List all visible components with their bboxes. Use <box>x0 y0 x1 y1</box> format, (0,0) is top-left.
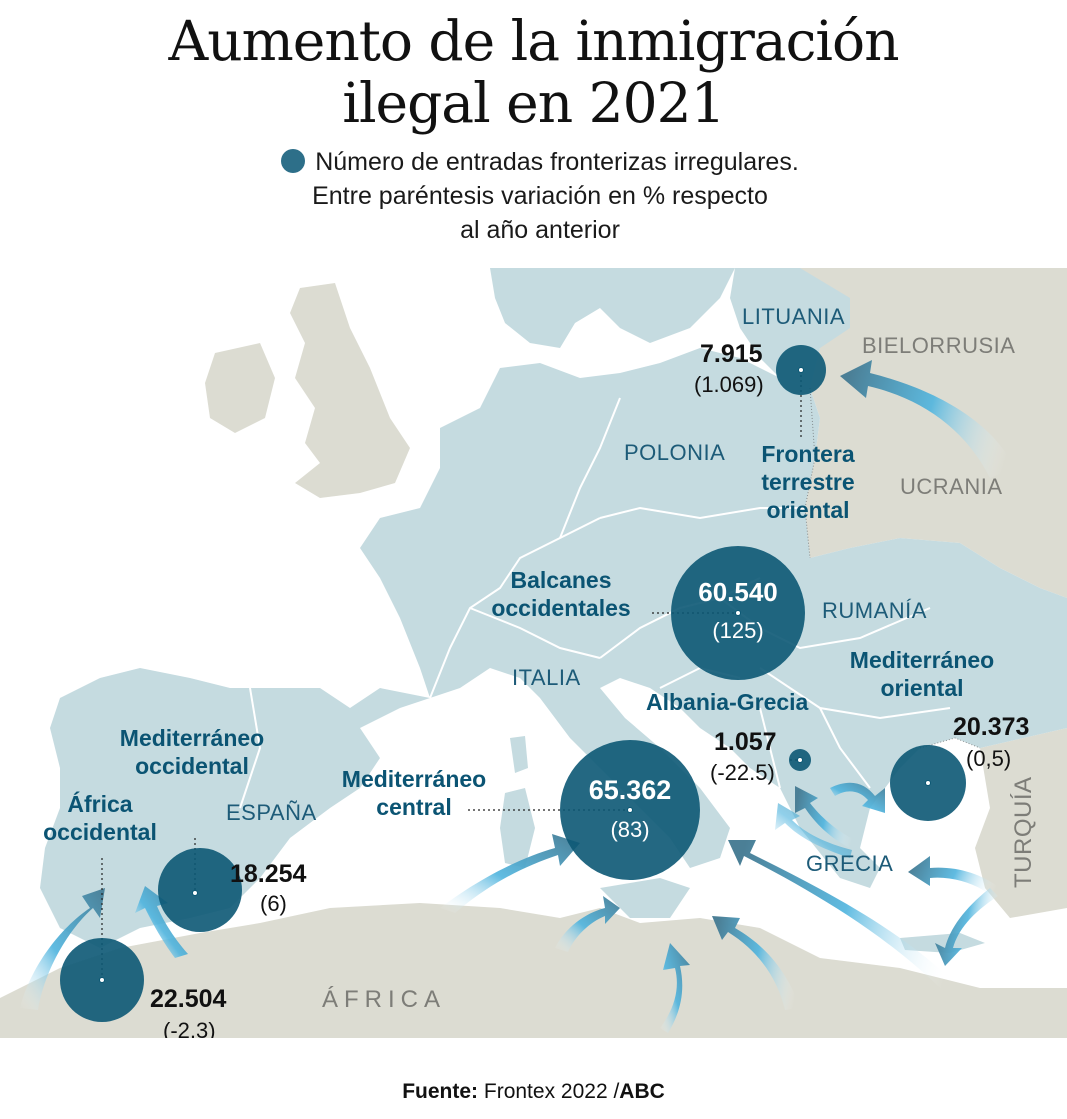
arrow-turkey-greece-2 <box>935 888 998 966</box>
country-label-grecia: GRECIA <box>806 851 894 876</box>
route-name-frontera-terrestre-oriental: Frontera terrestre oriental <box>761 441 855 523</box>
legend-line-1: Número de entradas fronterizas irregular… <box>315 148 799 176</box>
arrow-med-central-1 <box>440 834 580 913</box>
land-sardinia <box>500 788 535 868</box>
arrows <box>20 360 1015 1033</box>
source-footer: Fuente: Frontex 2022 /ABC <box>0 1080 1067 1104</box>
page-title: Aumento de la inmigración ilegal en 2021 <box>0 10 1067 134</box>
source-brand: ABC <box>619 1080 665 1103</box>
arrow-greece-turkey <box>830 782 885 813</box>
arrow-med-central-4 <box>712 916 800 1010</box>
country-label-polonia: POLONIA <box>624 440 726 465</box>
arrow-africa-west <box>20 888 105 1010</box>
route-name-albania-grecia: Albania-Grecia <box>646 689 809 715</box>
land-britain <box>290 283 410 498</box>
circle-centers <box>99 367 931 983</box>
route-name-mediterraneo-central: Mediterráneo central <box>341 766 487 820</box>
change-mediterraneo-central: (83) <box>610 817 650 842</box>
country-label-turquia: TURQUÍA <box>1010 776 1037 889</box>
legend-circle-icon <box>281 149 306 173</box>
source-text: Frontex 2022 / <box>483 1080 620 1103</box>
arrow-med-west <box>135 886 188 958</box>
value-frontera-terrestre-oriental: 7.915 <box>700 340 763 368</box>
map: LITUANIA BIELORRUSIA POLONIA UCRANIA RUM… <box>0 268 1067 1038</box>
land-sicily <box>600 878 690 918</box>
route-name-mediterraneo-occidental: Mediterráneo occidental <box>119 725 265 779</box>
change-mediterraneo-oriental: (0,5) <box>966 746 1012 771</box>
route-name-mediterraneo-oriental: Mediterráneo oriental <box>849 647 995 701</box>
country-label-italia: ITALIA <box>512 665 581 690</box>
arrow-east-land <box>840 360 1015 478</box>
route-name-africa-occidental: África occidental <box>43 791 157 845</box>
arrow-albania-greece <box>775 803 852 858</box>
legend-line-2: Entre paréntesis variación en % respecto <box>312 182 768 210</box>
change-africa-occidental: (-2,3) <box>163 1018 216 1038</box>
land-east <box>735 268 1067 598</box>
arrow-med-central-2 <box>555 896 620 952</box>
legend-line-3: al año anterior <box>460 216 620 244</box>
value-mediterraneo-occidental: 18.254 <box>230 860 307 888</box>
country-label-ucrania: UCRANIA <box>900 474 1003 499</box>
arrow-turkey-greece-1 <box>908 856 1000 896</box>
country-label-espana: ESPAÑA <box>226 800 317 825</box>
land-turkey <box>975 728 1067 918</box>
title-line-2: ilegal en 2021 <box>342 71 725 135</box>
country-label-lituania: LITUANIA <box>742 304 846 329</box>
country-label-bielorrusia: BIELORRUSIA <box>862 333 1016 358</box>
country-label-rumania: RUMANÍA <box>822 598 927 623</box>
land-crete <box>900 933 985 953</box>
title-line-1: Aumento de la inmigración <box>168 9 899 73</box>
change-mediterraneo-occidental: (6) <box>260 891 287 916</box>
route-name-balcanes-occidentales: Balcanes occidentales <box>491 567 631 621</box>
change-balcanes-occidentales: (125) <box>712 618 764 643</box>
map-svg <box>0 268 1067 1038</box>
land-baltics <box>730 268 850 388</box>
arrow-med-central-3 <box>660 943 690 1033</box>
circle-mediterraneo-occidental <box>158 848 242 932</box>
arrow-greece-albania <box>795 786 855 848</box>
legend: Número de entradas fronterizas irregular… <box>200 145 880 247</box>
value-balcanes-occidentales: 60.540 <box>698 577 778 607</box>
value-africa-occidental: 22.504 <box>150 985 227 1013</box>
value-albania-grecia: 1.057 <box>714 728 777 756</box>
land-africa <box>0 903 1067 1038</box>
change-albania-grecia: (-22.5) <box>710 760 775 785</box>
arrow-libya-italy <box>728 840 960 993</box>
land-corsica <box>510 736 528 773</box>
value-mediterraneo-central: 65.362 <box>588 775 672 805</box>
value-mediterraneo-oriental: 20.373 <box>953 713 1030 741</box>
land-ireland <box>205 343 275 433</box>
source-label: Fuente: <box>402 1080 479 1103</box>
land-scandinavia <box>490 268 735 348</box>
country-label-africa: ÁFRICA <box>322 986 447 1013</box>
change-frontera-terrestre-oriental: (1.069) <box>694 372 764 397</box>
